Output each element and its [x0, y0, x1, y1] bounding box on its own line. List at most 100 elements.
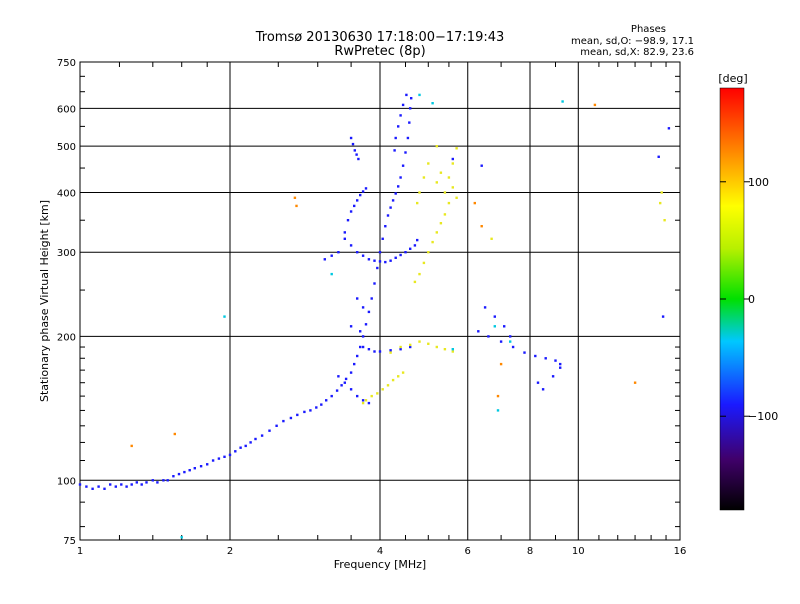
data-point [114, 485, 117, 488]
data-point [353, 149, 356, 152]
data-point [188, 469, 191, 472]
data-point [193, 467, 196, 470]
data-point [391, 199, 395, 202]
y-tick-label: 200 [57, 332, 76, 343]
data-point [496, 394, 500, 398]
data-point [356, 251, 359, 254]
data-point [593, 103, 597, 107]
data-point [431, 102, 434, 105]
data-point [177, 472, 181, 476]
data-point [378, 350, 382, 353]
data-point [659, 201, 662, 205]
data-point [409, 345, 412, 349]
data-point [172, 475, 175, 478]
data-point [364, 323, 368, 326]
data-point [447, 176, 451, 179]
data-point [551, 375, 555, 378]
data-point [534, 354, 537, 358]
data-point [405, 93, 408, 97]
data-point [413, 280, 417, 284]
data-point [228, 453, 232, 457]
y-tick-label: 400 [57, 188, 76, 199]
data-point [254, 437, 257, 441]
data-point [409, 247, 412, 250]
data-point [493, 325, 496, 328]
colorbar-label: [deg] [718, 72, 747, 85]
data-point [373, 350, 376, 353]
data-point [120, 483, 123, 486]
data-point [249, 441, 252, 444]
data-point [401, 371, 405, 374]
data-point [394, 256, 397, 259]
data-point [361, 254, 365, 257]
data-point [330, 272, 333, 276]
data-point [337, 251, 340, 254]
data-point [406, 136, 410, 140]
data-point [397, 185, 400, 188]
data-point [422, 261, 426, 265]
data-point [435, 345, 438, 349]
data-point [427, 342, 430, 345]
data-point [376, 392, 379, 395]
data-point [140, 483, 143, 486]
data-point [378, 251, 382, 254]
data-point [435, 231, 438, 234]
data-point [473, 201, 476, 205]
data-point [156, 481, 159, 484]
data-point [367, 401, 371, 405]
data-point [416, 201, 419, 205]
data-point [451, 162, 454, 165]
data-point [359, 345, 362, 349]
data-point [293, 196, 297, 199]
data-point [667, 127, 671, 130]
data-point [343, 237, 346, 240]
colorbar-ticks: 100 0 −100 [720, 176, 778, 423]
data-point [353, 204, 356, 208]
data-point [355, 153, 358, 156]
data-point [633, 381, 637, 384]
x-tick-label: 16 [674, 546, 687, 557]
data-point [397, 125, 400, 128]
data-point [487, 335, 490, 338]
data-point [451, 350, 454, 353]
data-point [359, 330, 362, 333]
data-point [340, 384, 343, 387]
data-point [364, 399, 368, 402]
data-point [282, 419, 285, 423]
data-point [343, 381, 346, 384]
data-point [356, 394, 359, 398]
data-point [451, 348, 454, 351]
data-point [295, 204, 298, 208]
data-point [356, 354, 359, 358]
data-point [359, 193, 362, 197]
data-point [455, 147, 458, 150]
data-point [509, 335, 512, 338]
data-point [409, 343, 412, 347]
data-point [660, 191, 663, 194]
data-point [370, 394, 373, 398]
data-point [416, 238, 419, 242]
data-point [349, 136, 353, 140]
data-point [493, 315, 496, 318]
data-point [389, 206, 392, 209]
data-point [389, 349, 392, 352]
data-point [418, 272, 421, 276]
colorbar-tick-label: −100 [748, 410, 778, 423]
data-point [422, 176, 426, 179]
data-point [367, 258, 371, 261]
data-point [223, 455, 226, 458]
phase-info-heading: Phases [631, 24, 666, 35]
data-point [409, 107, 412, 110]
data-point [386, 214, 390, 217]
x-tick-label: 4 [377, 546, 383, 557]
data-point [145, 481, 148, 484]
data-point [404, 151, 407, 154]
data-point [367, 310, 371, 314]
data-point [389, 259, 392, 262]
x-tick-label: 10 [572, 546, 585, 557]
data-point [289, 416, 293, 420]
data-point [408, 121, 411, 124]
data-point [373, 282, 376, 285]
data-point [183, 470, 186, 474]
x-tick-label: 2 [227, 546, 233, 557]
